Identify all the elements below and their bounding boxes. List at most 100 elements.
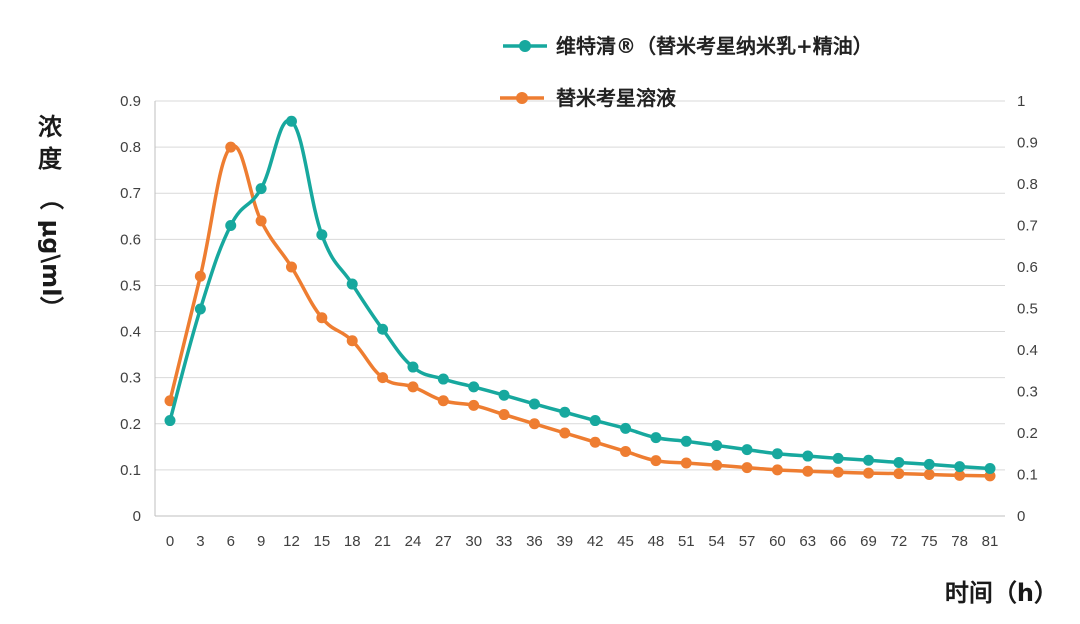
data-point (589, 415, 601, 427)
data-point (528, 418, 540, 430)
data-point (741, 462, 753, 474)
data-point (407, 361, 419, 373)
y-left-tick-label: 0.5 (120, 277, 141, 294)
data-point (407, 381, 419, 393)
y-right-tick-label: 0.2 (1017, 425, 1038, 442)
y-title-paren-close: ） (37, 296, 65, 320)
x-tick-label: 36 (526, 533, 543, 550)
y-right-tick-label: 0.3 (1017, 384, 1038, 401)
data-point (984, 463, 996, 475)
y-left-tick-label: 0.9 (120, 93, 141, 110)
x-tick-label: 75 (921, 533, 938, 550)
y-left-tick-label: 0.7 (120, 185, 141, 202)
y-right-tick-label: 0.7 (1017, 218, 1038, 235)
gridlines (154, 100, 1005, 517)
data-point (832, 452, 844, 464)
y-left-tick-label: 0.4 (120, 324, 141, 341)
x-tick-label: 9 (257, 533, 265, 550)
y-right-tick-label: 0 (1017, 508, 1025, 525)
y-title-unit: μg\ml (37, 220, 65, 297)
data-point (893, 457, 905, 469)
data-point (954, 469, 966, 481)
right-y-axis: 0 0.1 0.2 0.3 0.4 0.5 0.6 0.7 0.8 0.9 1 (1017, 93, 1038, 525)
data-point (498, 389, 510, 401)
x-tick-label: 60 (769, 533, 786, 550)
data-point (255, 183, 267, 195)
y-axis-title: 浓 度 （ μg\ml ） (37, 113, 65, 320)
data-point (620, 422, 632, 434)
data-point (741, 444, 753, 456)
data-point (437, 373, 449, 385)
data-point (194, 270, 206, 282)
data-point (680, 435, 692, 447)
series-line-1 (168, 118, 991, 471)
y-left-tick-label: 0.8 (120, 139, 141, 156)
x-tick-label: 24 (405, 533, 422, 550)
x-tick-label: 39 (556, 533, 573, 550)
data-point (437, 395, 449, 407)
data-point (559, 406, 571, 418)
series-line-2 (168, 144, 991, 478)
x-tick-label: 42 (587, 533, 604, 550)
y-right-tick-label: 0.1 (1017, 467, 1038, 484)
x-axis: 0 3 6 9 12 15 18 21 24 27 30 33 36 39 42 45 48 51 54 57 60 63… (166, 533, 999, 550)
x-tick-label: 45 (617, 533, 634, 550)
y-left-tick-label: 0.1 (120, 462, 141, 479)
x-tick-label: 21 (374, 533, 391, 550)
x-tick-label: 48 (648, 533, 665, 550)
data-point (225, 220, 237, 231)
legend: 维特清®（替米考星纳米乳+精油） 替米考星溶液 (500, 34, 873, 110)
x-tick-label: 12 (283, 533, 300, 550)
data-point (620, 445, 632, 457)
data-point (468, 381, 480, 393)
data-point (377, 323, 389, 335)
x-tick-label: 3 (196, 533, 204, 550)
y-left-tick-label: 0.3 (120, 370, 141, 387)
y-right-tick-label: 0.5 (1017, 301, 1038, 318)
x-axis-title: 时间（h） (945, 579, 1058, 607)
series-2 (164, 141, 996, 482)
x-tick-label: 15 (314, 533, 331, 550)
y-right-tick-label: 1 (1017, 93, 1025, 110)
x-tick-label: 57 (739, 533, 756, 550)
data-point (316, 229, 328, 241)
x-tick-label: 18 (344, 533, 361, 550)
y-right-tick-label: 0.4 (1017, 342, 1038, 359)
data-point (923, 469, 935, 480)
y-right-tick-label: 0.6 (1017, 259, 1038, 276)
data-point (377, 372, 389, 384)
y-left-tick-label: 0.2 (120, 416, 141, 433)
x-tick-label: 81 (982, 533, 999, 550)
data-point (559, 427, 571, 439)
y-title-paren-open: （ (37, 186, 65, 210)
x-tick-label: 63 (799, 533, 816, 550)
data-point (954, 461, 966, 473)
data-point (255, 215, 267, 227)
data-point (468, 399, 480, 411)
x-tick-label: 69 (860, 533, 877, 550)
data-point (711, 439, 723, 451)
y-right-tick-label: 0.9 (1017, 135, 1038, 152)
data-point (802, 465, 814, 477)
data-point (528, 398, 540, 410)
data-point (771, 448, 783, 460)
data-point (164, 415, 176, 427)
data-point (711, 459, 723, 471)
x-tick-label: 33 (496, 533, 513, 550)
x-tick-label: 6 (227, 533, 235, 550)
data-point (802, 450, 814, 462)
data-point (225, 141, 237, 153)
y-left-tick-label: 0 (133, 508, 141, 525)
data-point (680, 457, 692, 469)
left-y-axis: 0 0.1 0.2 0.3 0.4 0.5 0.6 0.7 0.8 0.9 (120, 93, 141, 525)
y-title-char-1: 浓 (38, 113, 63, 141)
data-point (316, 312, 328, 324)
data-point (893, 468, 905, 480)
series-1 (164, 115, 996, 475)
y-left-tick-label: 0.6 (120, 231, 141, 248)
y-title-char-2: 度 (38, 145, 63, 173)
data-point (771, 464, 783, 476)
data-point (285, 261, 297, 273)
data-point (832, 466, 844, 478)
